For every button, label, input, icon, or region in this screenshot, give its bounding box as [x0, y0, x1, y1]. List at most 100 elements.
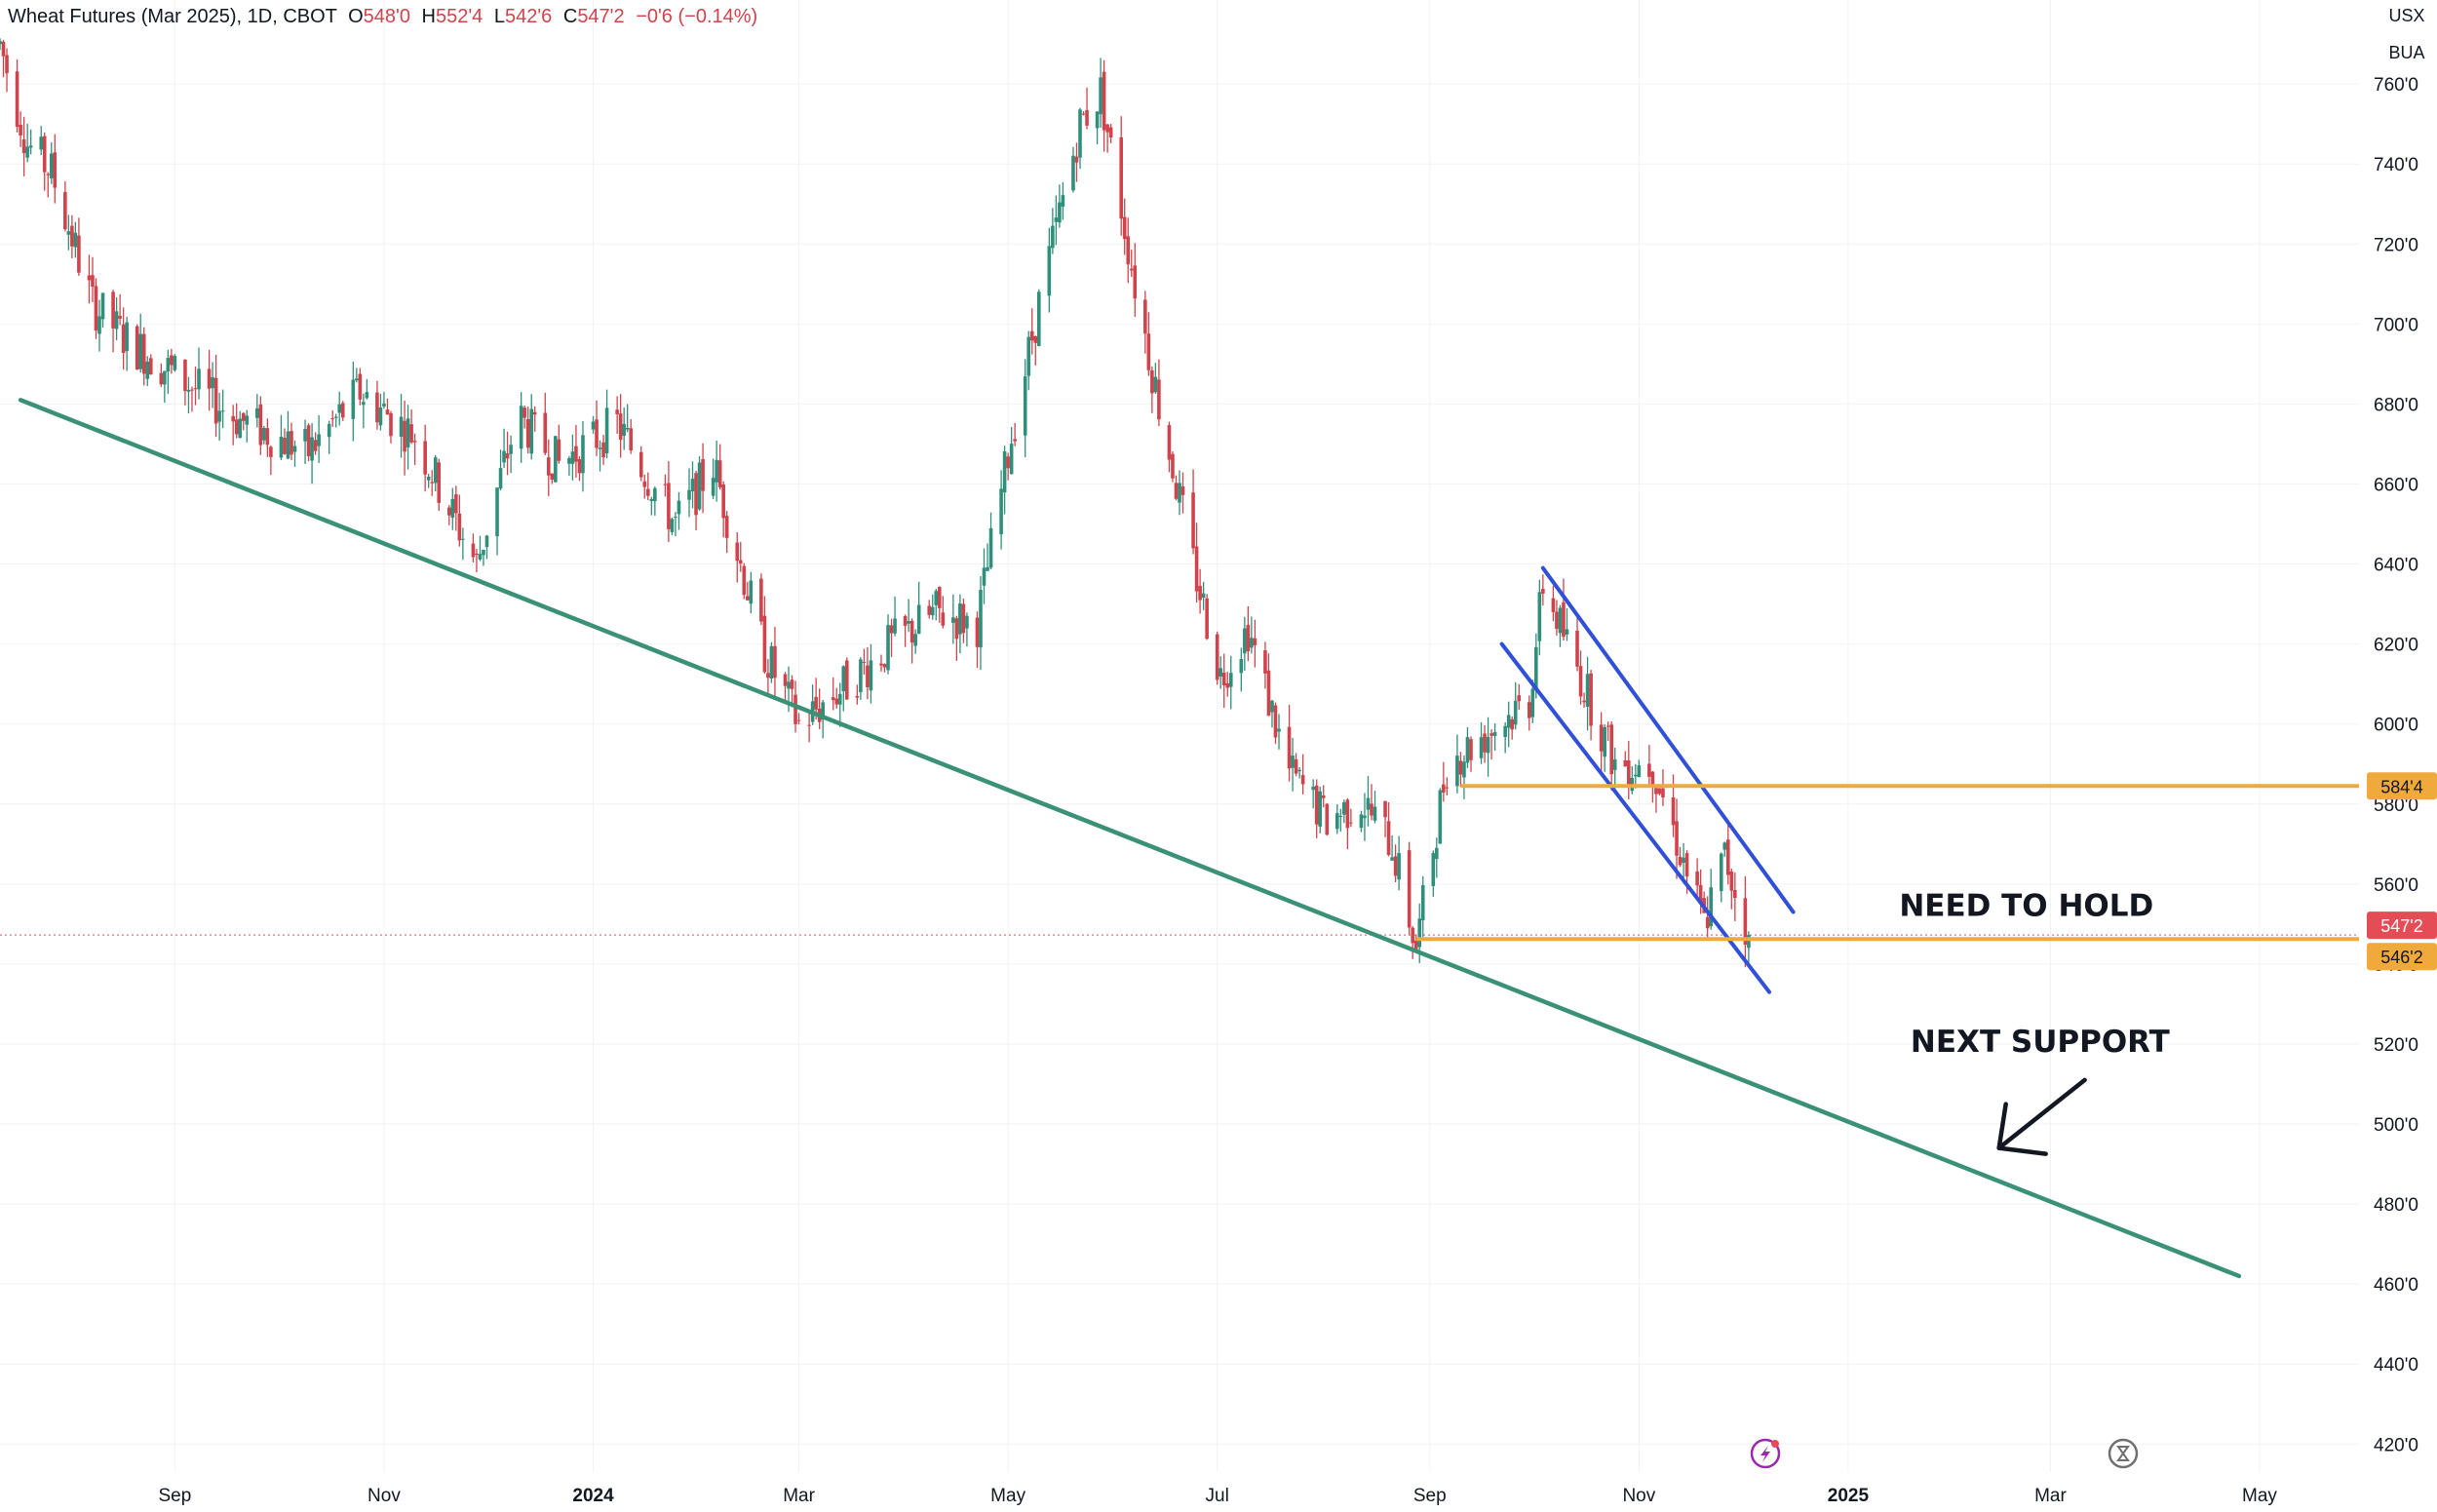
candle-body [893, 618, 897, 634]
candle-body [1108, 127, 1113, 137]
candle-body [1722, 842, 1727, 850]
candle-body [622, 423, 626, 436]
candle-body [1122, 216, 1127, 240]
candle-body [15, 71, 19, 128]
candle-body [529, 408, 534, 454]
candle-body [1675, 821, 1679, 856]
candle-body [19, 124, 22, 136]
candle-body [625, 427, 630, 430]
candle-body [859, 659, 863, 693]
candle-body [975, 617, 980, 647]
price-tag-box [2367, 911, 2437, 940]
candle-body [1530, 688, 1535, 717]
candle-body [570, 451, 575, 464]
price-tick-label: 760'0 [2374, 75, 2418, 96]
candle-body [70, 225, 74, 247]
candle-body [1102, 71, 1106, 131]
candle-body [77, 235, 81, 273]
candle-body [378, 407, 383, 426]
candle-body [186, 389, 191, 392]
drawing-layer[interactable] [18, 398, 2359, 1279]
candle-body [1705, 916, 1710, 929]
candle-body [141, 333, 146, 374]
open-label: O [348, 6, 364, 27]
candle-body [1386, 821, 1391, 855]
candle-body [1465, 737, 1470, 763]
candle-body [148, 358, 153, 375]
candle-body [49, 153, 54, 178]
candle-body [1393, 856, 1398, 876]
candle-body [1054, 217, 1059, 222]
candle-body [1534, 646, 1538, 691]
candle-body [145, 361, 150, 379]
candle-body [238, 418, 243, 439]
candle-body [1489, 733, 1493, 736]
candle-body [1458, 760, 1463, 775]
change-value: −0'6 (−0.14%) [636, 6, 758, 27]
candle-body [234, 419, 239, 435]
candle-body [1250, 638, 1254, 648]
price-tick-label: 620'0 [2374, 636, 2418, 656]
candle-body [286, 431, 290, 459]
candle-body [1733, 889, 1737, 899]
candle-body [412, 441, 417, 443]
candle-body [1002, 451, 1007, 493]
candle-body [53, 152, 58, 188]
candle-body [1486, 736, 1490, 754]
candle-body [403, 420, 406, 452]
candle-body [567, 458, 571, 464]
candle-body [121, 324, 126, 354]
candle-body [1047, 246, 1052, 296]
candle-body [1263, 650, 1267, 674]
candle-body [979, 590, 983, 648]
candle-body [111, 291, 115, 329]
candle-body [1061, 195, 1065, 207]
high-label: H [421, 6, 436, 27]
candle-body [927, 605, 932, 615]
price-axis[interactable]: 420'0440'0460'0480'0500'0520'0540'0560'0… [2374, 75, 2418, 1455]
candle-body [711, 478, 716, 496]
candle-body [882, 664, 887, 668]
candle-body [1417, 918, 1422, 948]
candle-body [1081, 113, 1086, 115]
candle-body [495, 487, 499, 537]
support-trendline [18, 398, 2242, 1279]
candle-body [193, 388, 198, 390]
bolt-icon[interactable] [1750, 1438, 1781, 1469]
candle-body [1180, 486, 1185, 495]
candle-body [166, 358, 171, 372]
candle-body [886, 625, 890, 671]
candle-body [965, 615, 969, 629]
candle-body [1513, 701, 1518, 725]
time-tick-label: Sep [1413, 1486, 1447, 1506]
candle-body [1599, 724, 1604, 752]
symbol-legend[interactable]: Wheat Futures (Mar 2025), 1D, CBOT O548'… [8, 6, 757, 28]
currency-unit-button[interactable]: USX [2386, 6, 2427, 26]
candle-body [1078, 109, 1082, 158]
candle-body [303, 428, 307, 442]
quantity-unit-button[interactable]: BUA [2386, 43, 2427, 63]
candle-body [461, 538, 465, 540]
candlestick-series [0, 38, 1751, 968]
candle-body [279, 436, 284, 458]
hourglass-icon[interactable] [2108, 1438, 2139, 1469]
candle-body [1582, 700, 1586, 703]
price-tick-label: 600'0 [2374, 716, 2418, 736]
candle-body [1370, 803, 1373, 816]
time-axis[interactable]: Sep Nov 2024 Mar May Jul Sep Nov 2025 Mar May [158, 1486, 2277, 1506]
low-label: L [493, 6, 505, 27]
candle-body [190, 389, 194, 391]
price-tag-label: 547'2 [2380, 916, 2422, 936]
candle-body [667, 483, 671, 529]
candle-body [790, 679, 794, 689]
candle-body [855, 695, 860, 698]
candle-body [1349, 822, 1353, 824]
candle-body [430, 482, 434, 484]
candle-body [163, 370, 167, 385]
candle-body [1695, 871, 1699, 886]
candle-body [498, 468, 503, 489]
candle-body [1228, 673, 1233, 687]
candle-body [1171, 453, 1175, 479]
candle-body [746, 596, 750, 601]
